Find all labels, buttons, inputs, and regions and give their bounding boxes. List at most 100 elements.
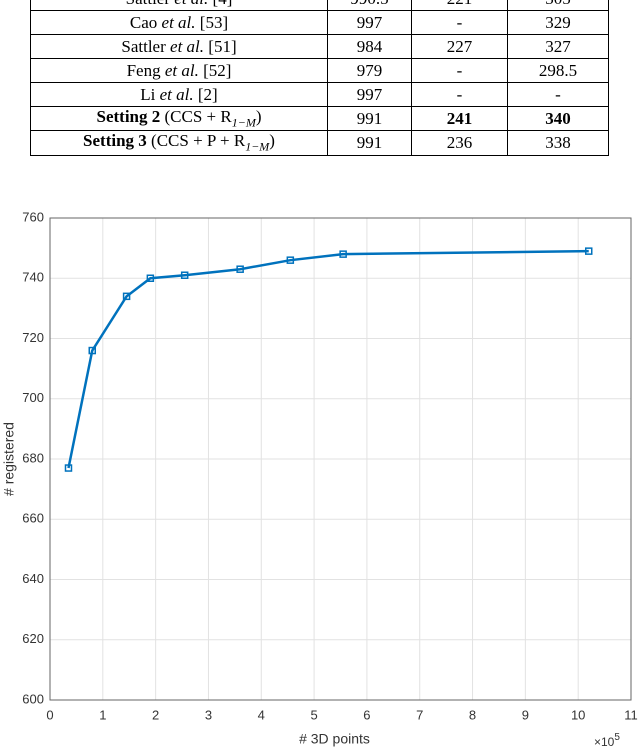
x-scale-exponent: 5 xyxy=(614,732,620,743)
x-tick-label: 5 xyxy=(310,707,317,722)
value: 305 xyxy=(545,0,571,8)
value: 340 xyxy=(545,108,571,128)
point-marker xyxy=(180,271,189,279)
name-part: [53] xyxy=(199,12,229,32)
value: - xyxy=(555,84,561,104)
x-tick-label: 7 xyxy=(416,707,423,722)
x-scale-label: ×105 xyxy=(594,732,620,750)
y-tick-label: 760 xyxy=(22,209,44,224)
value: 991 xyxy=(356,108,383,128)
x-tick-label: 1 xyxy=(99,707,106,722)
value: - xyxy=(456,12,463,32)
value-cell: 997 xyxy=(327,82,412,107)
y-tick-label: 700 xyxy=(22,390,44,405)
x-axis-label: # 3D points xyxy=(299,731,370,747)
name-part: Sattler xyxy=(126,0,170,8)
value: 979 xyxy=(356,60,383,80)
value-cell: - xyxy=(411,10,508,35)
y-axis-label: # registered xyxy=(1,422,17,496)
value-cell: 327 xyxy=(507,34,609,59)
table-row: Sattler et al. [51] 984 227 327 xyxy=(30,34,609,59)
point-marker xyxy=(88,346,97,355)
point-marker xyxy=(286,256,295,264)
name-cell: Cao et al. [53] xyxy=(30,10,328,35)
value: 221 xyxy=(447,0,473,8)
value-cell: 991 xyxy=(327,105,412,132)
name-part: ) xyxy=(255,107,262,126)
name-part: (CCS + P + R xyxy=(151,131,246,151)
name-part: et al. xyxy=(174,0,208,8)
name-part: et al. xyxy=(159,84,194,104)
x-tick-label: 10 xyxy=(571,707,585,722)
value: 991 xyxy=(356,133,383,153)
table-row: Setting 2 (CCS + R1−M) 991 241 340 xyxy=(30,105,609,132)
y-tick-label: 680 xyxy=(22,450,44,465)
y-tick-label: 620 xyxy=(22,631,44,646)
value: 984 xyxy=(356,36,383,56)
name-part: Sattler xyxy=(121,36,166,56)
value-cell: 979 xyxy=(327,58,412,83)
point-marker xyxy=(584,247,593,255)
value: 997 xyxy=(356,84,383,104)
value-cell: 241 xyxy=(411,105,508,132)
name-cell: Setting 2 (CCS + R1−M) xyxy=(30,105,328,132)
name-cell: Feng et al. [52] xyxy=(30,58,328,83)
point-marker xyxy=(64,464,73,472)
x-tick-label: 11 xyxy=(624,707,638,722)
value: 997 xyxy=(356,12,383,32)
axes-box xyxy=(49,217,632,701)
name-part: Feng xyxy=(126,60,161,80)
value-cell: 984 xyxy=(327,34,412,59)
name-part: et al. xyxy=(161,12,196,32)
name-part: [4] xyxy=(213,0,233,8)
value: 990.5 xyxy=(350,0,388,8)
x-tick-label: 6 xyxy=(363,707,370,722)
name-part: [51] xyxy=(208,36,237,56)
value-cell: 991 xyxy=(327,130,412,156)
name-part: Cao xyxy=(129,12,158,32)
y-tick-label: 660 xyxy=(22,511,44,526)
y-tick-label: 600 xyxy=(22,691,44,706)
name-part: et al. xyxy=(170,36,205,56)
value: 327 xyxy=(545,36,571,56)
x-tick-label: 2 xyxy=(152,707,159,722)
value: 298.5 xyxy=(538,60,578,80)
y-tick-label: 740 xyxy=(22,270,44,285)
x-tick-label: 0 xyxy=(46,707,53,722)
name-part: Li xyxy=(140,84,156,104)
x-tick-label: 3 xyxy=(205,707,212,722)
name-cell: Sattler et al. [51] xyxy=(30,34,328,59)
name-part: (CCS + R xyxy=(164,107,232,126)
value: - xyxy=(456,84,463,104)
name-part: Setting 3 xyxy=(83,131,147,151)
value: 241 xyxy=(446,108,473,128)
point-marker xyxy=(236,265,244,273)
value: - xyxy=(456,60,463,80)
value: 329 xyxy=(545,12,571,32)
table-row: Cao et al. [53] 997 - 329 xyxy=(30,10,609,35)
point-marker xyxy=(122,292,131,301)
value: 227 xyxy=(446,36,473,56)
table-row: Setting 3 (CCS + P + R1−M) 991 236 338 xyxy=(30,130,609,156)
y-tick-label: 720 xyxy=(22,330,44,345)
point-marker xyxy=(339,250,347,258)
value-cell: 298.5 xyxy=(507,58,609,83)
value: 338 xyxy=(545,133,571,153)
x-scale-base: ×10 xyxy=(594,735,615,749)
name-part: Setting 2 xyxy=(96,107,161,126)
results-table: Sattler et al. [4] 990.5 221 305 Cao et al. … xyxy=(30,0,609,156)
point-marker xyxy=(146,274,155,282)
value-cell: 236 xyxy=(411,130,508,156)
name-part: et al. xyxy=(164,60,199,80)
name-part: 1−M xyxy=(231,115,256,130)
series-line xyxy=(67,249,589,469)
value-cell: 329 xyxy=(507,10,609,35)
name-part: 1−M xyxy=(245,139,270,154)
value-cell: 338 xyxy=(507,130,609,156)
name-part: [2] xyxy=(197,84,218,104)
table-row: Feng et al. [52] 979 - 298.5 xyxy=(30,58,609,83)
name-part: ) xyxy=(269,131,275,151)
x-tick-label: 4 xyxy=(258,707,265,722)
